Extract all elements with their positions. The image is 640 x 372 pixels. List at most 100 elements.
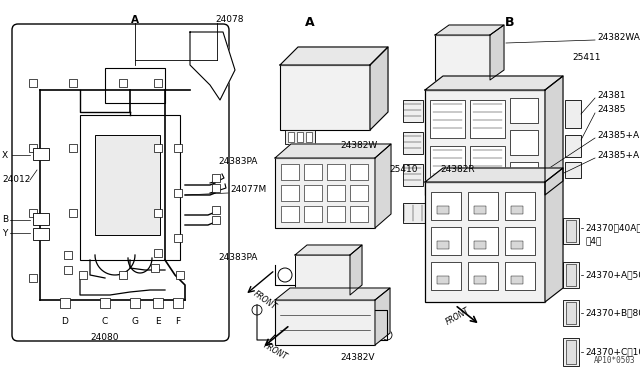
Text: 24370〈40A〉: 24370〈40A〉: [585, 224, 640, 232]
Bar: [474, 206, 486, 214]
Text: FRONT: FRONT: [252, 290, 278, 312]
Bar: [29, 274, 37, 282]
Bar: [153, 298, 163, 308]
Circle shape: [308, 184, 318, 194]
Polygon shape: [295, 245, 362, 255]
Text: 24080: 24080: [91, 334, 119, 343]
Bar: [425, 90, 545, 195]
Bar: [212, 174, 220, 182]
Circle shape: [308, 163, 318, 173]
Text: 〈4〉: 〈4〉: [585, 237, 602, 246]
Bar: [29, 209, 37, 217]
Bar: [281, 185, 299, 201]
Bar: [403, 164, 423, 186]
Polygon shape: [545, 76, 563, 195]
Bar: [510, 98, 538, 123]
Circle shape: [331, 205, 341, 215]
Bar: [105, 68, 165, 103]
Bar: [563, 262, 579, 288]
Text: B: B: [505, 16, 515, 29]
Text: 24385: 24385: [597, 106, 625, 115]
Bar: [511, 241, 523, 249]
Bar: [33, 148, 49, 160]
Bar: [288, 132, 294, 142]
Bar: [350, 185, 368, 201]
Text: 24012: 24012: [2, 176, 30, 185]
Bar: [29, 79, 37, 87]
Bar: [440, 80, 460, 92]
Bar: [154, 79, 162, 87]
Bar: [350, 206, 368, 222]
Polygon shape: [275, 144, 391, 158]
Bar: [505, 262, 535, 290]
Bar: [275, 300, 375, 345]
Bar: [174, 234, 182, 242]
Bar: [425, 182, 545, 302]
Bar: [403, 132, 423, 154]
Text: B: B: [2, 215, 8, 224]
Bar: [435, 35, 490, 80]
Bar: [33, 213, 49, 225]
Bar: [64, 251, 72, 259]
Bar: [285, 130, 315, 144]
Bar: [563, 218, 579, 244]
Text: F: F: [175, 317, 180, 327]
Bar: [327, 185, 345, 201]
Bar: [468, 192, 498, 220]
Bar: [69, 79, 77, 87]
Bar: [565, 162, 581, 178]
Bar: [443, 203, 481, 223]
Bar: [95, 135, 160, 235]
Bar: [566, 302, 576, 324]
Bar: [173, 298, 183, 308]
Bar: [327, 206, 345, 222]
Bar: [403, 100, 423, 122]
Bar: [566, 220, 576, 242]
Text: FRONT: FRONT: [445, 306, 472, 327]
Bar: [474, 241, 486, 249]
Polygon shape: [375, 144, 391, 228]
Bar: [430, 146, 465, 184]
Polygon shape: [370, 47, 388, 130]
Bar: [212, 184, 220, 192]
Text: Y: Y: [2, 228, 8, 237]
Bar: [511, 206, 523, 214]
Circle shape: [285, 205, 295, 215]
Polygon shape: [350, 245, 362, 295]
Bar: [431, 227, 461, 255]
Circle shape: [331, 163, 341, 173]
Circle shape: [308, 205, 318, 215]
Polygon shape: [275, 288, 390, 300]
Text: 24382W: 24382W: [340, 141, 377, 150]
Bar: [280, 65, 370, 130]
Text: 24385+A: 24385+A: [597, 131, 639, 140]
Circle shape: [354, 184, 364, 194]
Bar: [306, 132, 312, 142]
Bar: [304, 206, 322, 222]
Bar: [470, 146, 505, 184]
Circle shape: [354, 163, 364, 173]
Bar: [566, 264, 576, 286]
Bar: [275, 158, 375, 228]
Bar: [176, 271, 184, 279]
Bar: [304, 164, 322, 180]
Bar: [437, 276, 449, 284]
Bar: [281, 206, 299, 222]
Bar: [566, 340, 576, 364]
Text: AP10*0503: AP10*0503: [593, 356, 635, 365]
Bar: [297, 132, 303, 142]
Bar: [212, 206, 220, 214]
Bar: [468, 262, 498, 290]
Bar: [69, 144, 77, 152]
Polygon shape: [425, 76, 563, 90]
Circle shape: [252, 305, 262, 315]
Circle shape: [285, 163, 295, 173]
Bar: [431, 192, 461, 220]
Bar: [151, 264, 159, 272]
Bar: [563, 300, 579, 326]
Polygon shape: [545, 168, 563, 302]
Polygon shape: [490, 25, 504, 80]
Bar: [511, 276, 523, 284]
Polygon shape: [190, 32, 235, 100]
Bar: [69, 209, 77, 217]
